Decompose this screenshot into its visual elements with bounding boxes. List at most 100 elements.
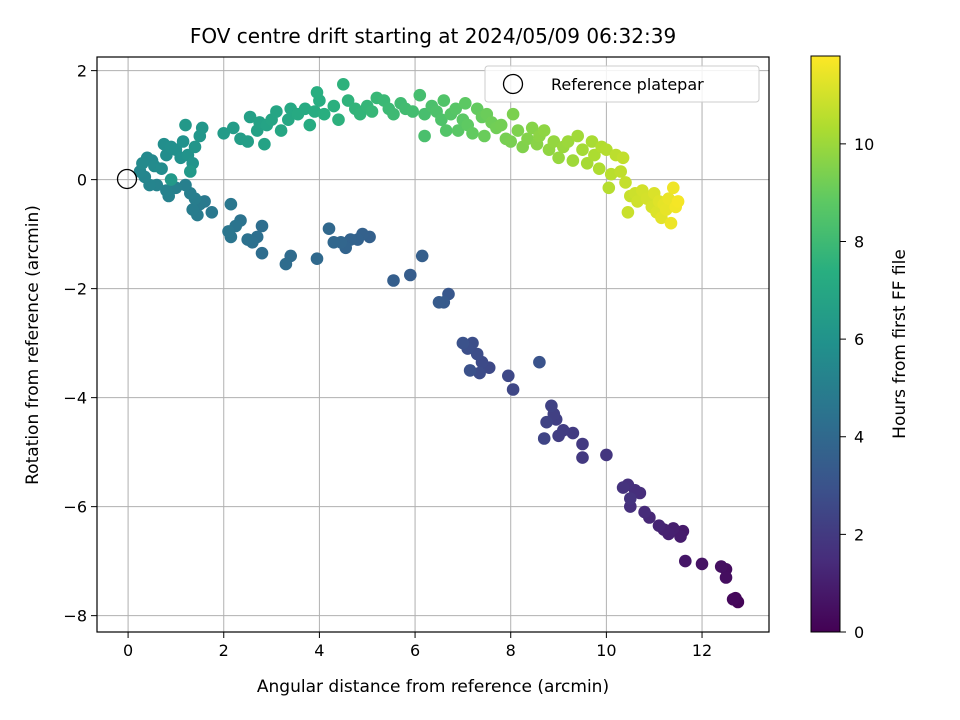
- data-point: [413, 88, 427, 102]
- data-point: [418, 107, 431, 121]
- data-point: [195, 121, 209, 135]
- data-point: [576, 451, 589, 464]
- data-point: [222, 225, 235, 238]
- data-point: [227, 121, 240, 135]
- data-point: [317, 107, 331, 121]
- colorbar-ticks: 0 2 4 6 8 10: [840, 135, 874, 642]
- data-point: [243, 110, 257, 124]
- data-point: [600, 143, 613, 156]
- plot-frame: [96, 56, 770, 633]
- data-point: [552, 429, 565, 443]
- data-point: [580, 157, 594, 170]
- data-point: [576, 143, 589, 156]
- legend-label-reference-platepar: Reference platepar: [551, 75, 704, 94]
- data-point: [341, 94, 355, 107]
- data-point: [566, 154, 580, 167]
- data-point: [466, 127, 479, 140]
- data-point: [619, 176, 632, 189]
- data-point: [205, 206, 219, 219]
- data-point: [726, 593, 740, 606]
- data-point: [616, 151, 630, 165]
- y-axis-ticks: −8 −6 −4 −2 0 2: [63, 62, 97, 626]
- data-point: [164, 173, 178, 186]
- y-tick-label: 2: [77, 62, 87, 81]
- data-point: [184, 165, 197, 178]
- data-point: [719, 571, 733, 584]
- data-point: [547, 135, 561, 148]
- data-point: [540, 415, 553, 429]
- data-point: [679, 554, 692, 568]
- data-point: [478, 129, 491, 143]
- data-point: [533, 355, 546, 369]
- data-point: [494, 118, 508, 132]
- data-point: [258, 137, 271, 151]
- chart-title: FOV centre drift starting at 2024/05/09 …: [190, 24, 676, 48]
- data-point: [604, 167, 618, 181]
- data-point: [552, 151, 565, 165]
- data-point: [415, 249, 429, 263]
- data-point: [662, 192, 675, 205]
- legend-box: [484, 65, 760, 103]
- data-point: [310, 86, 324, 99]
- data-point: [506, 107, 520, 121]
- data-point: [155, 162, 168, 175]
- colorbar-tick-label: 4: [854, 428, 864, 447]
- data-point: [255, 219, 269, 233]
- data-point: [136, 157, 149, 170]
- legend: Reference platepar: [484, 65, 760, 103]
- data-point: [437, 94, 451, 107]
- data-point: [695, 557, 709, 571]
- x-tick-label: 10: [596, 641, 616, 660]
- data-point: [561, 135, 575, 148]
- data-point: [470, 347, 484, 361]
- data-point: [274, 124, 288, 137]
- x-tick-label: 8: [506, 641, 516, 660]
- data-point: [418, 129, 431, 143]
- data-point: [638, 505, 651, 519]
- data-point: [504, 135, 517, 148]
- y-axis-label: Rotation from reference (arcmin): [23, 205, 43, 485]
- data-point: [545, 399, 558, 413]
- data-point: [404, 268, 417, 282]
- data-point: [217, 127, 230, 140]
- data-point: [449, 102, 463, 116]
- x-axis-label: Angular distance from reference (arcmin): [257, 677, 609, 697]
- data-point: [576, 437, 589, 451]
- data-point: [439, 124, 453, 137]
- data-point: [571, 129, 584, 143]
- data-point: [652, 519, 666, 532]
- x-tick-label: 6: [410, 641, 420, 660]
- data-point: [631, 195, 644, 208]
- data-point: [602, 181, 616, 195]
- y-tick-label: −4: [63, 389, 87, 408]
- data-point: [270, 105, 283, 118]
- colorbar-label: Hours from first FF file: [890, 249, 910, 439]
- data-point: [614, 165, 627, 178]
- data-point: [387, 107, 400, 121]
- data-point: [525, 121, 539, 135]
- data-point: [353, 107, 367, 121]
- y-tick-label: −8: [63, 607, 87, 626]
- data-point: [459, 97, 472, 110]
- data-point: [279, 257, 293, 271]
- data-point: [188, 140, 202, 154]
- x-tick-label: 0: [123, 641, 133, 660]
- y-tick-label: 0: [77, 171, 87, 190]
- data-point: [714, 560, 728, 573]
- data-point: [160, 184, 173, 197]
- colorbar-tick-label: 2: [854, 525, 864, 544]
- data-point: [506, 383, 520, 396]
- data-point: [337, 78, 350, 91]
- data-point: [435, 113, 448, 126]
- data-points: [133, 78, 745, 609]
- data-point: [303, 118, 317, 132]
- data-point: [179, 118, 192, 132]
- data-point: [671, 195, 685, 208]
- reference-platepar-marker: [116, 168, 138, 190]
- data-point: [387, 274, 400, 287]
- data-point: [585, 135, 599, 148]
- data-point: [537, 124, 551, 137]
- colorbar-tick-label: 6: [854, 330, 864, 349]
- data-point: [241, 135, 254, 148]
- data-point: [511, 124, 525, 137]
